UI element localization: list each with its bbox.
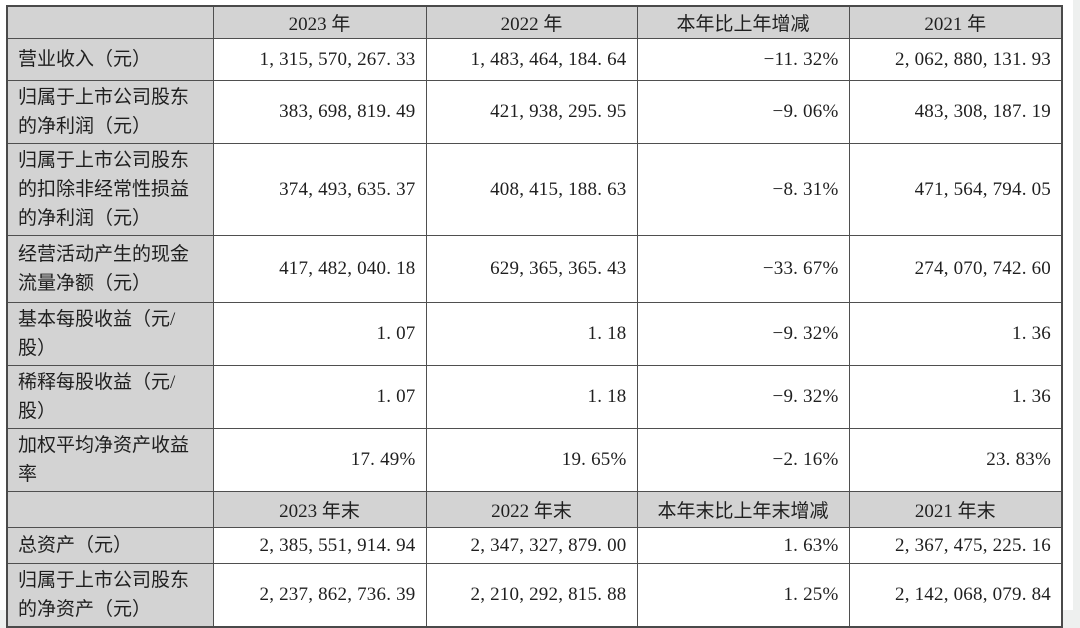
value-2023-cell: 1. 07 bbox=[212, 302, 427, 366]
value-2021-cell: 1. 36 bbox=[848, 365, 1063, 429]
value-change-cell: 1. 25% bbox=[636, 563, 850, 628]
value-2022-cell: 408, 415, 188. 63 bbox=[425, 143, 638, 236]
row-label-cell: 归属于上市公司股东的净资产（元） bbox=[6, 563, 214, 628]
value-2023-cell: 1. 07 bbox=[212, 365, 427, 429]
financial-summary-table: 2023 年 2022 年 本年比上年增减 2021 年 营业收入（元） 1, … bbox=[6, 5, 1063, 628]
header-2023-end: 2023 年末 bbox=[212, 491, 427, 528]
value-2023-cell: 374, 493, 635. 37 bbox=[212, 143, 427, 236]
value-change-cell: −8. 31% bbox=[636, 143, 850, 236]
value-2022-cell: 2, 210, 292, 815. 88 bbox=[425, 563, 638, 628]
row-label-cell: 基本每股收益（元/股） bbox=[6, 302, 214, 366]
value-2021-cell: 483, 308, 187. 19 bbox=[848, 80, 1063, 144]
row-label-cell: 加权平均净资产收益率 bbox=[6, 428, 214, 492]
header-blank-cell bbox=[6, 5, 214, 39]
value-2022-cell: 1. 18 bbox=[425, 365, 638, 429]
header-yoy-change: 本年比上年增减 bbox=[636, 5, 850, 39]
value-change-cell: −9. 06% bbox=[636, 80, 850, 144]
header-2021: 2021 年 bbox=[848, 5, 1063, 39]
value-2021-cell: 274, 070, 742. 60 bbox=[848, 235, 1063, 303]
row-label-cell: 归属于上市公司股东的扣除非经常性损益的净利润（元） bbox=[6, 143, 214, 236]
row-total-assets: 总资产（元） 2, 385, 551, 914. 94 2, 347, 327,… bbox=[6, 527, 1063, 564]
header-2021-end: 2021 年末 bbox=[848, 491, 1063, 528]
value-2022-cell: 1, 483, 464, 184. 64 bbox=[425, 38, 638, 81]
header-2023: 2023 年 bbox=[212, 5, 427, 39]
value-2022-cell: 421, 938, 295. 95 bbox=[425, 80, 638, 144]
row-label-cell: 营业收入（元） bbox=[6, 38, 214, 81]
row-net-profit-to-shareholders: 归属于上市公司股东的净利润（元） 383, 698, 819. 49 421, … bbox=[6, 80, 1063, 144]
value-2023-cell: 383, 698, 819. 49 bbox=[212, 80, 427, 144]
header-row-annual: 2023 年 2022 年 本年比上年增减 2021 年 bbox=[6, 5, 1063, 39]
row-net-assets-to-shareholders: 归属于上市公司股东的净资产（元） 2, 237, 862, 736. 39 2,… bbox=[6, 563, 1063, 628]
row-operating-cash-flow: 经营活动产生的现金流量净额（元） 417, 482, 040. 18 629, … bbox=[6, 235, 1063, 303]
header-2022-end: 2022 年末 bbox=[425, 491, 638, 528]
value-2021-cell: 2, 142, 068, 079. 84 bbox=[848, 563, 1063, 628]
row-diluted-eps: 稀释每股收益（元/股） 1. 07 1. 18 −9. 32% 1. 36 bbox=[6, 365, 1063, 429]
row-label-cell: 稀释每股收益（元/股） bbox=[6, 365, 214, 429]
value-change-cell: −11. 32% bbox=[636, 38, 850, 81]
value-2022-cell: 2, 347, 327, 879. 00 bbox=[425, 527, 638, 564]
row-basic-eps: 基本每股收益（元/股） 1. 07 1. 18 −9. 32% 1. 36 bbox=[6, 302, 1063, 366]
value-2022-cell: 19. 65% bbox=[425, 428, 638, 492]
value-2021-cell: 1. 36 bbox=[848, 302, 1063, 366]
value-2023-cell: 417, 482, 040. 18 bbox=[212, 235, 427, 303]
value-2021-cell: 2, 367, 475, 225. 16 bbox=[848, 527, 1063, 564]
header-yearend-change: 本年末比上年末增减 bbox=[636, 491, 850, 528]
value-2021-cell: 471, 564, 794. 05 bbox=[848, 143, 1063, 236]
header-2022: 2022 年 bbox=[425, 5, 638, 39]
row-label-cell: 总资产（元） bbox=[6, 527, 214, 564]
value-change-cell: −33. 67% bbox=[636, 235, 850, 303]
header-row-yearend: 2023 年末 2022 年末 本年末比上年末增减 2021 年末 bbox=[6, 491, 1063, 528]
value-change-cell: −9. 32% bbox=[636, 365, 850, 429]
value-change-cell: 1. 63% bbox=[636, 527, 850, 564]
value-2023-cell: 2, 385, 551, 914. 94 bbox=[212, 527, 427, 564]
row-label-cell: 经营活动产生的现金流量净额（元） bbox=[6, 235, 214, 303]
row-operating-revenue: 营业收入（元） 1, 315, 570, 267. 33 1, 483, 464… bbox=[6, 38, 1063, 81]
value-2021-cell: 2, 062, 880, 131. 93 bbox=[848, 38, 1063, 81]
value-2022-cell: 1. 18 bbox=[425, 302, 638, 366]
header-blank-cell bbox=[6, 491, 214, 528]
value-2022-cell: 629, 365, 365. 43 bbox=[425, 235, 638, 303]
value-2021-cell: 23. 83% bbox=[848, 428, 1063, 492]
row-weighted-average-roe: 加权平均净资产收益率 17. 49% 19. 65% −2. 16% 23. 8… bbox=[6, 428, 1063, 492]
value-change-cell: −2. 16% bbox=[636, 428, 850, 492]
value-2023-cell: 2, 237, 862, 736. 39 bbox=[212, 563, 427, 628]
value-2023-cell: 17. 49% bbox=[212, 428, 427, 492]
row-label-cell: 归属于上市公司股东的净利润（元） bbox=[6, 80, 214, 144]
value-change-cell: −9. 32% bbox=[636, 302, 850, 366]
row-net-profit-deducting-nonrecurring: 归属于上市公司股东的扣除非经常性损益的净利润（元） 374, 493, 635.… bbox=[6, 143, 1063, 236]
value-2023-cell: 1, 315, 570, 267. 33 bbox=[212, 38, 427, 81]
